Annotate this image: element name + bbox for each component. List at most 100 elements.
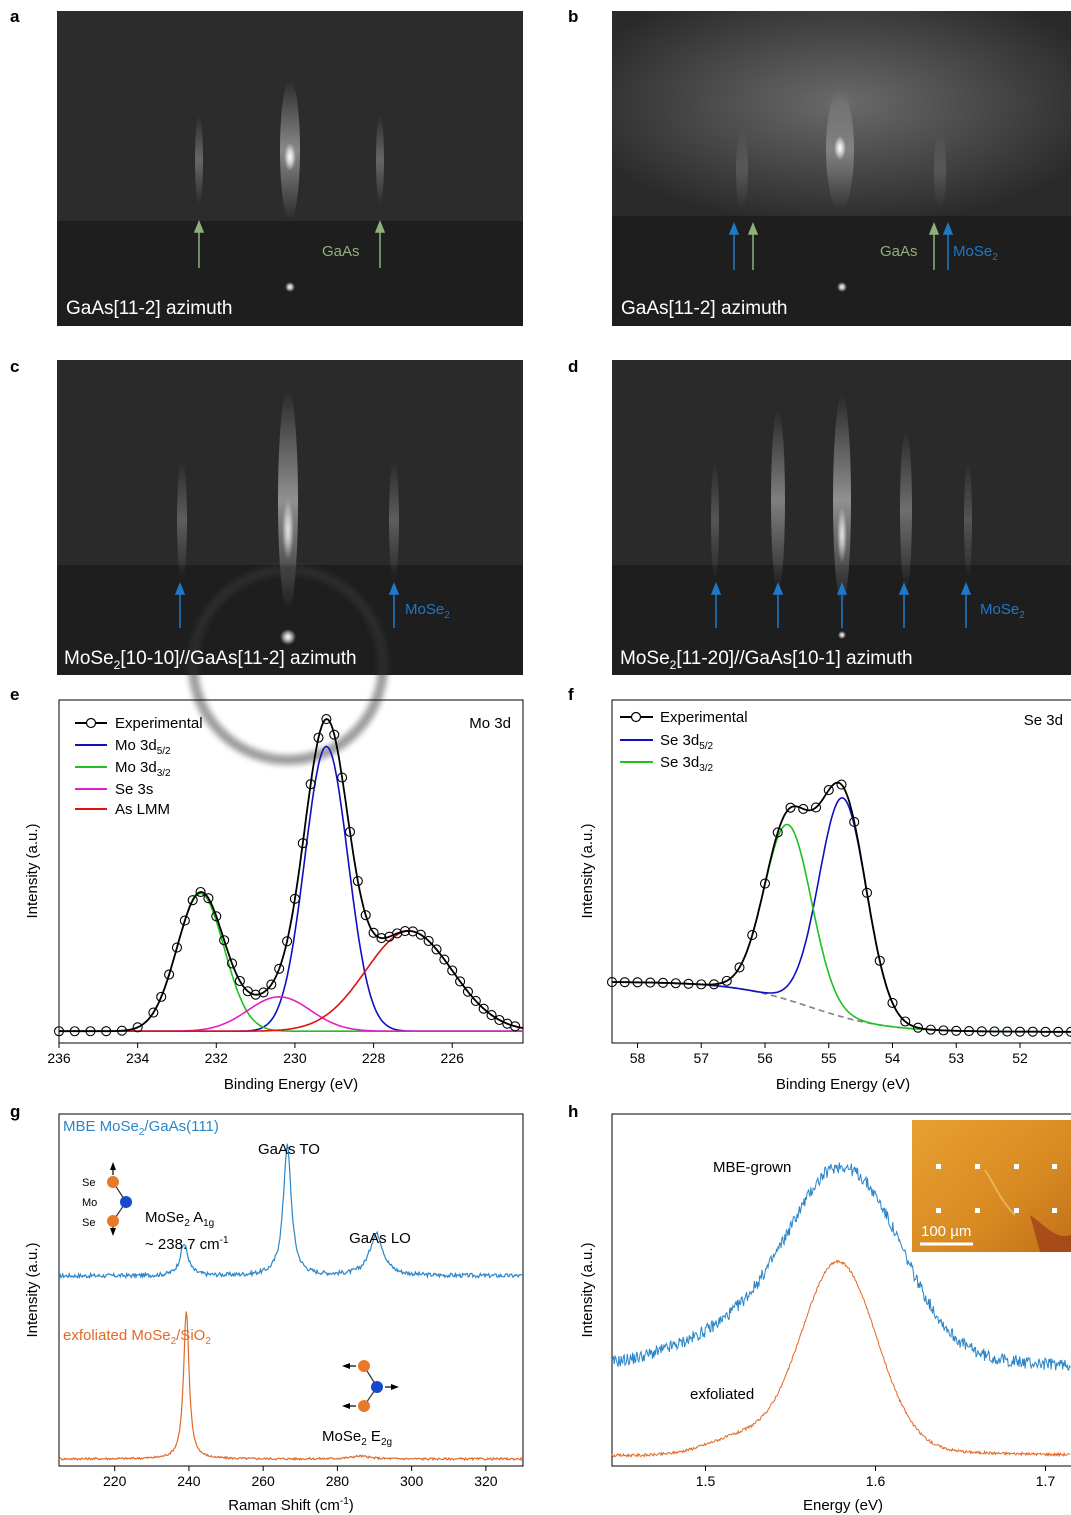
data-point [900, 1016, 911, 1027]
data-point [85, 1026, 96, 1037]
atom-label-mo: Mo [82, 1197, 97, 1209]
series-label-exfoliated: exfoliated MoSe2/SiO2 [63, 1327, 211, 1347]
panel-letter-b: b [568, 7, 578, 26]
data-point [439, 954, 450, 965]
chart-g-ylabel: Intensity (a.u.) [24, 1242, 41, 1337]
series-label-mbe-grown: MBE-grown [713, 1159, 791, 1176]
legend-item-se3d52: Se 3d5/2 [620, 732, 714, 752]
scale-bar-label: 100 µm [921, 1223, 971, 1240]
panel-letter-h: h [568, 1102, 578, 1121]
data-point [360, 910, 371, 921]
chart-f-ticks: 58 57 56 55 54 53 52 [630, 1043, 1028, 1066]
chart-e-plot-area [58, 699, 524, 1044]
a1g-mode-diagram: Se Mo Se [82, 1162, 132, 1236]
component-1 [59, 892, 523, 1032]
panel-letter-e: e [10, 685, 19, 704]
series-0 [58, 1143, 524, 1280]
data-point [289, 893, 300, 904]
atom-label-se: Se [82, 1217, 95, 1229]
data-point [510, 1021, 521, 1032]
data-point [447, 965, 458, 976]
peak-label-gaas-to: GaAs TO [258, 1141, 320, 1158]
data-point [887, 997, 898, 1009]
data-point [164, 969, 175, 980]
data-point [219, 935, 230, 946]
legend-label: Experimental [115, 715, 203, 732]
data-point [156, 991, 167, 1002]
data-point [132, 1022, 143, 1033]
rheed-a-caption: GaAs[11-2] azimuth [66, 298, 233, 319]
legend-label: Se 3d3/2 [660, 754, 714, 774]
data-point [203, 893, 214, 904]
chart-g: 220 240 260 280 300 320 Raman Shift (cm-1) In… [24, 1113, 524, 1514]
chart-f-frame [611, 699, 1071, 1044]
data-point [352, 875, 363, 887]
data-point [798, 803, 809, 814]
peak-label-gaas-lo: GaAs LO [349, 1230, 411, 1247]
data-point [258, 987, 269, 998]
chart-e-ticks: 236 234 232 230 228 226 [47, 1043, 464, 1066]
chart-h-xlabel: Energy (eV) [803, 1497, 883, 1514]
data-point [951, 1025, 962, 1036]
x-tick-label: 54 [885, 1050, 901, 1066]
panel-letter-d: d [568, 357, 578, 376]
data-point [976, 1026, 987, 1037]
data-point [747, 929, 758, 941]
series-label-mbe: MBE MoSe2/GaAs(111) [63, 1118, 219, 1138]
x-tick-label: 53 [948, 1050, 964, 1066]
component-1 [612, 823, 1071, 1033]
chart-g-plot-area [58, 1113, 524, 1467]
data-point [282, 936, 293, 947]
legend-label: Se 3s [115, 781, 153, 798]
gaas-arrow-left [747, 221, 759, 270]
x-tick-label: 240 [177, 1473, 201, 1489]
legend-item-mo3d52: Mo 3d5/2 [75, 737, 171, 757]
data-point [274, 963, 285, 974]
data-point [861, 887, 873, 898]
chart-h-ticks: 1.5 1.6 1.7 [696, 1466, 1056, 1489]
rheed-b-mose2-label: MoSe2 [953, 243, 998, 263]
mose2-arrow-right [388, 581, 400, 628]
data-point [785, 802, 796, 813]
x-tick-label: 58 [630, 1050, 646, 1066]
chart-e: 236 234 232 230 228 226 Binding Energy (eV) I… [24, 699, 524, 1093]
atom-se-top [107, 1176, 119, 1188]
data-point [344, 826, 356, 837]
background-line [612, 981, 1071, 1033]
x-tick-label: 300 [400, 1473, 424, 1489]
x-tick-label: 228 [362, 1050, 386, 1066]
data-point [431, 944, 442, 955]
atom-mo [120, 1196, 132, 1208]
data-point [368, 927, 379, 938]
rheed-a-gaas-label: GaAs [322, 243, 360, 260]
data-point [734, 962, 745, 973]
x-tick-label: 320 [474, 1473, 498, 1489]
data-point [696, 979, 707, 990]
x-tick-label: 1.7 [1036, 1473, 1056, 1489]
mose2-arrow-left [728, 221, 740, 270]
chart-h: 1.5 1.6 1.7 Energy (eV) Intensity (a.u.) M… [579, 1113, 1071, 1514]
data-point [925, 1024, 936, 1035]
mode-label-a1g: MoSe2 A1g [145, 1209, 214, 1229]
legend-label: Mo 3d5/2 [115, 737, 171, 757]
data-point [486, 1010, 497, 1021]
chart-e-curves [59, 718, 524, 1033]
legend-item-mo3d32: Mo 3d3/2 [75, 759, 171, 779]
data-point [1065, 1026, 1071, 1037]
legend-item-se3s: Se 3s [75, 781, 153, 798]
chart-f-xlabel: Binding Energy (eV) [776, 1076, 910, 1093]
data-point [250, 989, 261, 1000]
data-point [195, 886, 206, 898]
data-point [455, 976, 466, 987]
data-point [211, 911, 222, 922]
data-point [478, 1003, 489, 1014]
chart-f-points [606, 779, 1071, 1037]
gaas-arrow-right [374, 219, 386, 268]
data-point [1014, 1026, 1026, 1037]
data-point [376, 933, 387, 944]
mode-label-a1g-shift: ~ 238.7 cm-1 [145, 1235, 229, 1253]
atom-se-top [358, 1360, 370, 1372]
data-point [226, 958, 238, 969]
data-point [234, 975, 245, 987]
mose2-arrow-1 [710, 581, 722, 628]
